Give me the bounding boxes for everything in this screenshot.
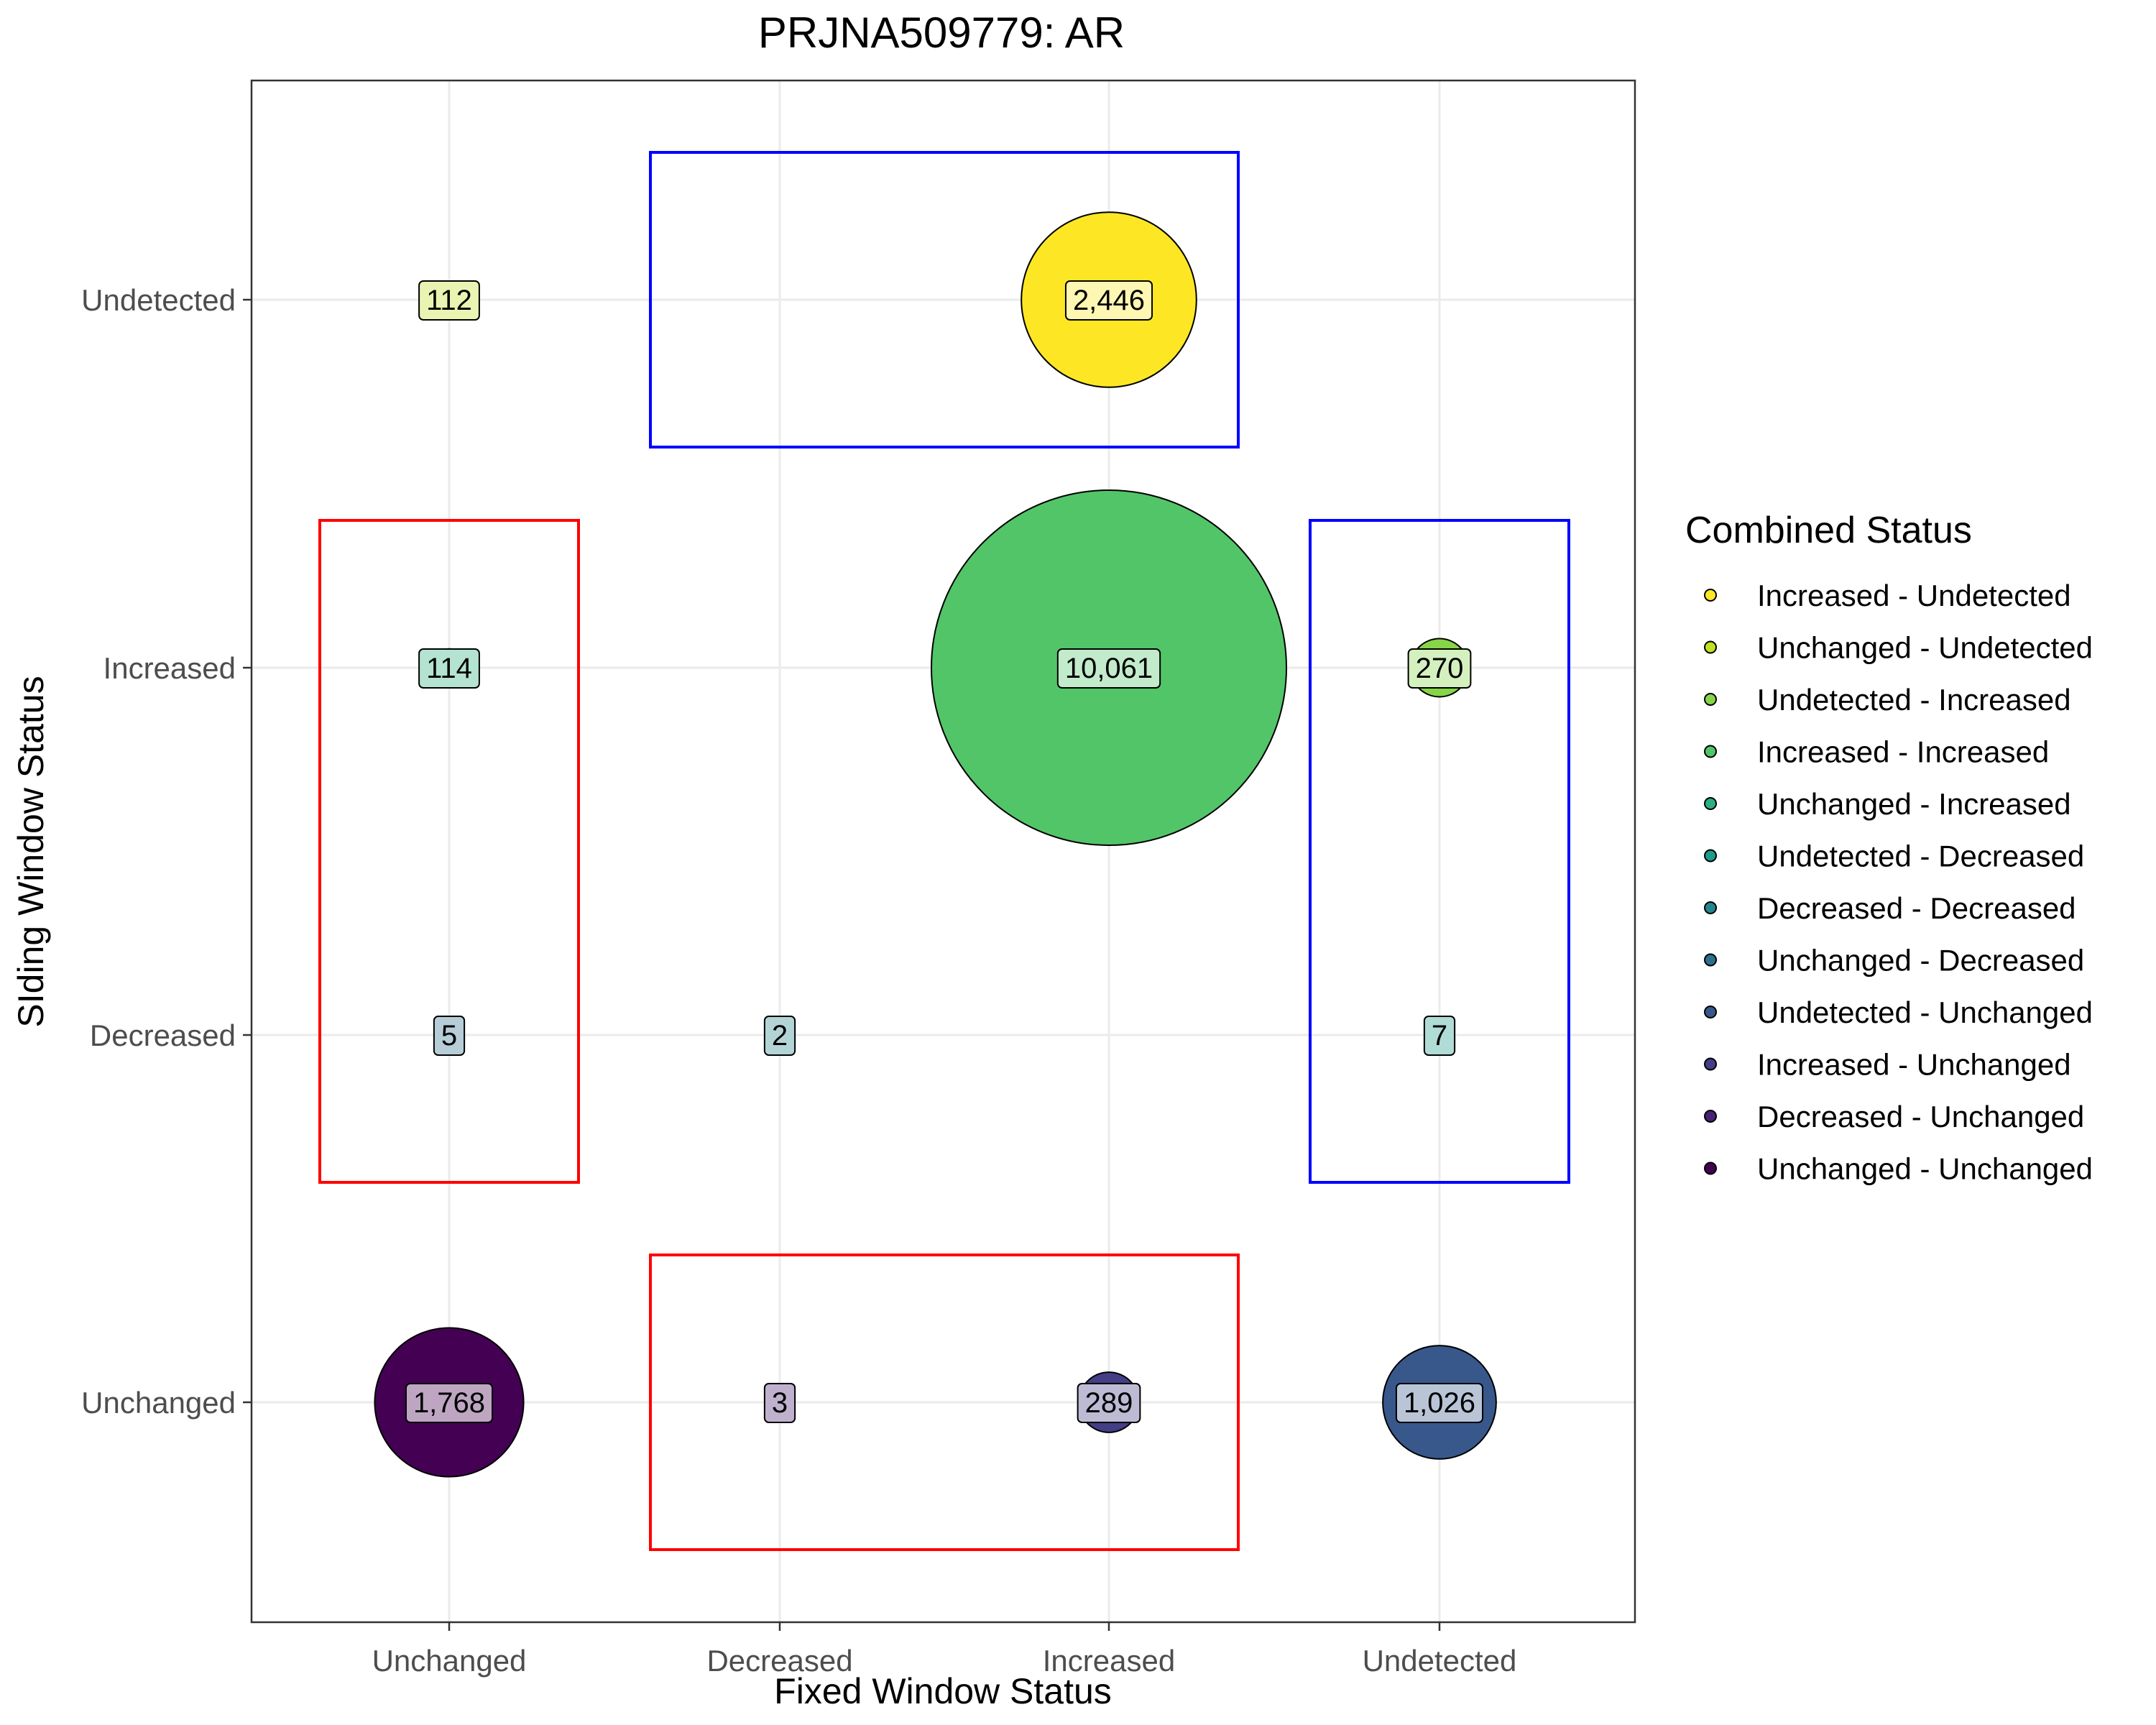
bubble-label-bg-undetected-increased xyxy=(1407,648,1472,689)
bubble-label-bg-unchanged-unchanged xyxy=(405,1383,494,1423)
bubble-label-bg-undetected-decreased xyxy=(1423,1016,1456,1056)
legend-label-increased-unchanged: Increased - Unchanged xyxy=(1757,1048,2071,1082)
bubble-label-decreased-decreased: 2 xyxy=(772,1020,788,1052)
legend-label-increased-increased: Increased - Increased xyxy=(1757,735,2049,769)
x-tick-label-unchanged: Unchanged xyxy=(372,1644,527,1678)
legend-key-unchanged-decreased xyxy=(1704,953,1717,967)
highlight-box-2 xyxy=(1309,519,1570,1184)
legend-key-undetected-increased xyxy=(1704,693,1717,706)
bubble-label-undetected-unchanged: 1,026 xyxy=(1404,1387,1475,1419)
legend-label-unchanged-unchanged: Unchanged - Unchanged xyxy=(1757,1152,2093,1186)
y-tick-label-unchanged: Unchanged xyxy=(81,1386,236,1420)
highlight-box-1 xyxy=(649,151,1240,448)
legend-label-undetected-decreased: Undetected - Decreased xyxy=(1757,840,2084,873)
legend-key-increased-undetected xyxy=(1704,589,1717,602)
legend-key-undetected-decreased xyxy=(1704,849,1717,862)
legend-key-undetected-unchanged xyxy=(1704,1006,1717,1018)
x-axis-title: Fixed Window Status xyxy=(774,1671,1112,1711)
bubble-label-bg-undetected-unchanged xyxy=(1395,1383,1484,1423)
y-axis-title: SIding Window Status xyxy=(11,676,51,1027)
bubble-label-bg-unchanged-undetected xyxy=(418,280,480,321)
bubble-label-bg-increased-unchanged xyxy=(1077,1383,1141,1423)
legend-key-unchanged-increased xyxy=(1704,797,1717,810)
legend-key-unchanged-undetected xyxy=(1704,640,1717,654)
bubble-label-bg-decreased-unchanged xyxy=(763,1383,796,1423)
bubble-label-bg-increased-undetected xyxy=(1064,280,1153,321)
bubble-label-unchanged-undetected: 112 xyxy=(426,285,472,316)
legend-label-decreased-unchanged: Decreased - Unchanged xyxy=(1757,1100,2084,1133)
x-tick-label-increased: Increased xyxy=(1043,1644,1175,1678)
x-axis: Unchanged Decreased Increased Undetected xyxy=(372,1622,1517,1678)
y-axis: Unchanged Decreased Increased Undetected xyxy=(81,283,252,1420)
bubble-label-bg-increased-increased xyxy=(1056,648,1161,689)
legend-label-undetected-increased: Undetected - Increased xyxy=(1757,683,2071,717)
bubble-label-unchanged-decreased: 5 xyxy=(441,1020,457,1052)
highlight-boxes xyxy=(318,151,1570,1551)
plot-border xyxy=(250,79,1636,1624)
y-tick-label-undetected: Undetected xyxy=(81,283,236,317)
legend-label-unchanged-decreased: Unchanged - Decreased xyxy=(1757,944,2084,978)
bubble-label-unchanged-unchanged: 1,768 xyxy=(413,1387,485,1419)
bubble-label-unchanged-increased: 114 xyxy=(426,653,472,684)
y-tick-label-decreased: Decreased xyxy=(90,1018,236,1052)
legend: Combined Status Increased - Undetected Un… xyxy=(1685,510,2093,1186)
bubble-label-increased-undetected: 2,446 xyxy=(1073,285,1145,316)
highlight-box-3 xyxy=(318,519,580,1184)
legend-key-increased-unchanged xyxy=(1704,1057,1717,1071)
bubble-label-increased-increased: 10,061 xyxy=(1065,653,1153,684)
bubble-label-bg-decreased-decreased xyxy=(763,1016,796,1056)
bubble-label-bg-unchanged-increased xyxy=(418,648,480,689)
legend-title: Combined Status xyxy=(1685,510,1972,551)
x-tick-label-undetected: Undetected xyxy=(1363,1644,1517,1678)
x-tick-label-decreased: Decreased xyxy=(706,1644,852,1678)
bubble-label-bg-unchanged-decreased xyxy=(433,1016,466,1056)
bubble-label-undetected-decreased: 7 xyxy=(1432,1020,1447,1052)
legend-label-unchanged-increased: Unchanged - Increased xyxy=(1757,787,2071,821)
legend-key-decreased-unchanged xyxy=(1704,1110,1717,1123)
bubbles: 10,061 2,446 1,768 1,026 289 270 114 112 7 5 3 2 xyxy=(374,211,1497,1478)
bubble-label-decreased-unchanged: 3 xyxy=(772,1387,788,1419)
legend-key-decreased-decreased xyxy=(1704,901,1717,914)
y-tick-label-increased: Increased xyxy=(103,651,236,685)
bubble-label-increased-unchanged: 289 xyxy=(1085,1387,1133,1419)
legend-label-undetected-unchanged: Undetected - Unchanged xyxy=(1757,995,2093,1029)
highlight-box-4 xyxy=(649,1254,1240,1551)
legend-label-unchanged-undetected: Unchanged - Undetected xyxy=(1757,631,2093,665)
chart-title: PRJNA509779: AR xyxy=(758,9,1125,57)
bubble-label-undetected-increased: 270 xyxy=(1416,653,1464,684)
legend-label-decreased-decreased: Decreased - Decreased xyxy=(1757,891,2076,925)
legend-key-increased-increased xyxy=(1704,745,1717,758)
legend-label-increased-undetected: Increased - Undetected xyxy=(1757,579,2071,612)
legend-key-unchanged-unchanged xyxy=(1704,1162,1717,1175)
